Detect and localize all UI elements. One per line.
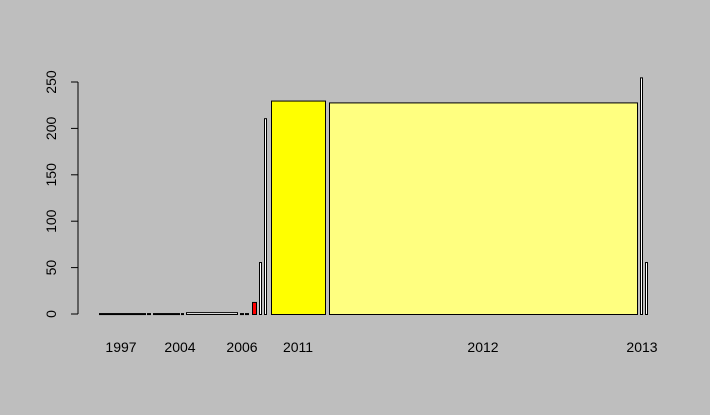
x-tick-label: 2006 bbox=[226, 339, 257, 355]
bar bbox=[153, 313, 180, 316]
x-tick-label: 2012 bbox=[467, 339, 498, 355]
bar bbox=[252, 301, 257, 316]
x-tick-label: 2013 bbox=[626, 339, 657, 355]
bar bbox=[240, 313, 244, 316]
bar bbox=[264, 118, 267, 315]
y-tick-label: 50 bbox=[43, 260, 59, 276]
bar bbox=[181, 313, 184, 316]
bar bbox=[147, 313, 151, 316]
bar bbox=[645, 262, 648, 316]
x-tick-label: 2011 bbox=[283, 339, 313, 355]
y-tick-label: 100 bbox=[43, 209, 59, 233]
bar bbox=[99, 313, 146, 316]
bars bbox=[99, 77, 648, 316]
x-axis-labels: 1997 2004 2006 2011 2012 2013 bbox=[105, 339, 657, 355]
x-tick-label: 2004 bbox=[164, 339, 195, 355]
bar bbox=[271, 100, 326, 315]
bar bbox=[640, 77, 643, 315]
y-axis: 0 50 100 150 200 250 bbox=[43, 70, 79, 318]
y-tick-label: 200 bbox=[43, 117, 59, 141]
y-tick-label: 0 bbox=[43, 310, 59, 318]
y-tick-label: 150 bbox=[43, 163, 59, 187]
y-tick-label: 250 bbox=[43, 70, 59, 94]
x-tick-label: 1997 bbox=[105, 339, 136, 355]
bar bbox=[259, 262, 262, 316]
bar bbox=[245, 313, 249, 316]
bar bbox=[329, 102, 638, 315]
bar bbox=[186, 312, 238, 316]
